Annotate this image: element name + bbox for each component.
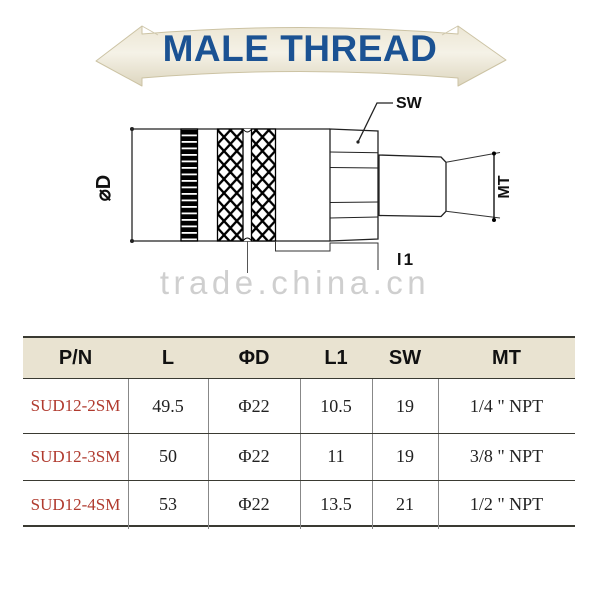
svg-text:MT: MT bbox=[496, 175, 513, 198]
svg-text:MALE THREAD: MALE THREAD bbox=[163, 28, 438, 69]
svg-text:trade.china.cn: trade.china.cn bbox=[160, 264, 430, 301]
svg-text:⌀D: ⌀D bbox=[93, 175, 115, 201]
svg-text:SW: SW bbox=[396, 95, 423, 112]
